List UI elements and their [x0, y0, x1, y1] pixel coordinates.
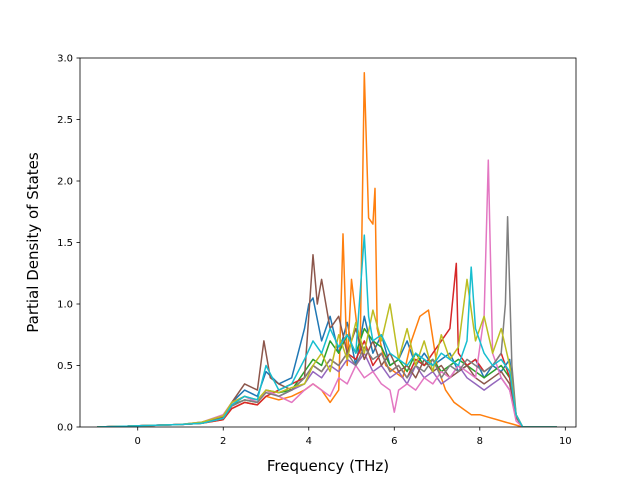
series-line-10 — [97, 234, 557, 427]
x-tick-label: 2 — [220, 436, 226, 447]
y-tick-label: 1.0 — [57, 300, 73, 311]
series-line-9 — [97, 278, 557, 427]
y-tick-label: 2.0 — [57, 177, 73, 188]
series-line-7 — [97, 159, 557, 427]
x-tick-label: 0 — [135, 436, 141, 447]
series-line-8 — [97, 215, 557, 427]
series-layer — [97, 72, 557, 427]
y-axis-label: Partial Density of States — [24, 152, 42, 333]
y-tick-label: 0.0 — [57, 423, 73, 434]
y-tick-label: 1.5 — [57, 238, 73, 249]
x-axis-label: Frequency (THz) — [267, 457, 389, 475]
x-tick-label: 10 — [559, 436, 572, 447]
y-tick-label: 2.5 — [57, 115, 73, 126]
y-tick-label: 3.0 — [57, 54, 73, 65]
x-tick-label: 8 — [477, 436, 483, 447]
x-tick-label: 6 — [391, 436, 397, 447]
series-line-6 — [97, 254, 557, 427]
y-tick-label: 0.5 — [57, 361, 73, 372]
axes-layer: 0 2 4 6 8 10 0.0 0.5 1.0 1.5 2.0 2.5 3.0 — [57, 54, 577, 447]
x-tick-label: 4 — [306, 436, 312, 447]
